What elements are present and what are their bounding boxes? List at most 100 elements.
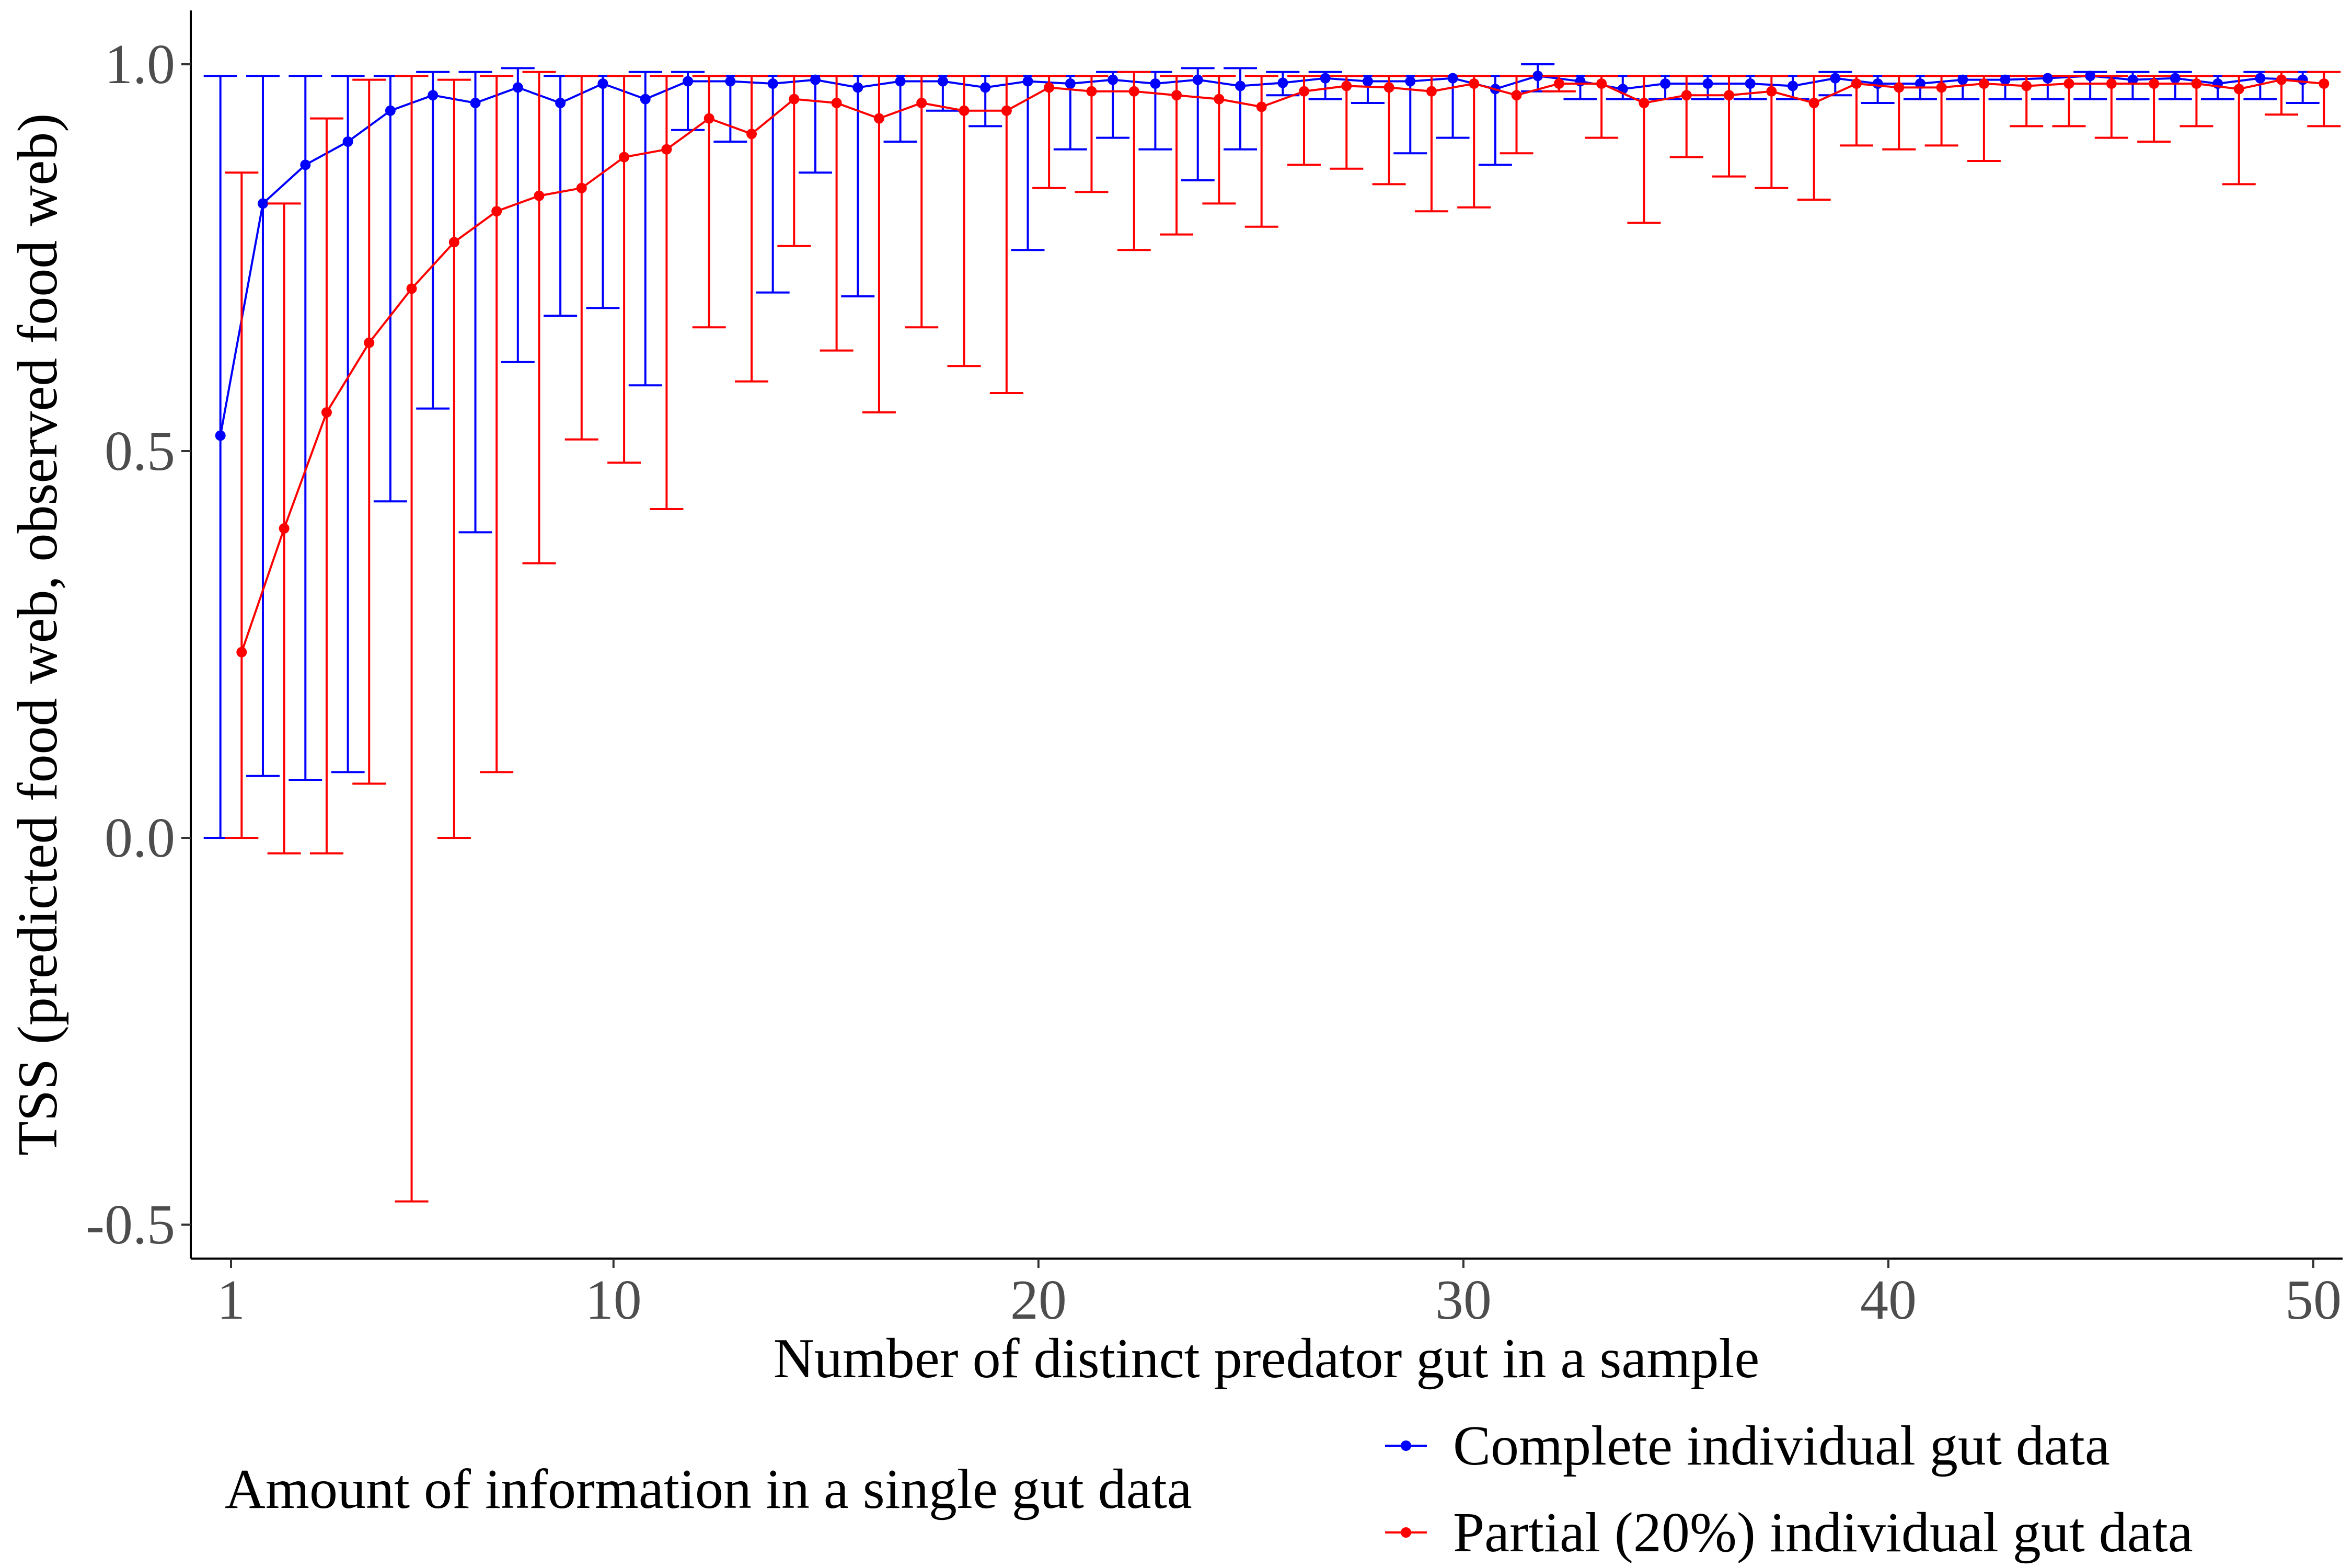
error-bar [309,117,343,855]
data-point [1978,78,1989,89]
legend-label: Complete individual gut data [1453,1415,2110,1477]
data-point [937,76,948,87]
legend-key: Partial (20%) individual gut data [1385,1502,2193,1564]
error-bar [947,75,981,367]
data-point [428,90,439,101]
error-bar [501,67,535,363]
data-point [1681,90,1692,101]
x-tick-label: 50 [2285,1269,2342,1331]
data-point [1851,78,1862,89]
data-point [2000,74,2011,85]
data-point [2233,84,2244,95]
data-point [1469,78,1480,89]
data-point [597,78,608,89]
data-point [342,136,353,147]
data-point [1192,74,1203,85]
data-point [1894,82,1905,93]
error-bar [1797,75,1831,201]
data-point [448,237,459,248]
data-point [470,98,481,108]
data-point [2255,73,2266,84]
legend: Amount of information in a single gut da… [225,1415,2193,1564]
error-bar [246,75,280,777]
error-bar [289,75,322,781]
error-bar [352,78,386,785]
error-bar [1372,75,1406,186]
data-point [1936,82,1947,93]
data-point [916,98,927,108]
data-point [2149,78,2160,89]
data-point [1808,98,1819,108]
error-bar [586,75,620,309]
data-point [725,76,736,87]
data-point [1150,78,1161,89]
error-bar [437,78,471,839]
data-point [1511,90,1522,101]
error-bar [373,75,407,503]
data-point [767,78,778,89]
data-point [406,283,417,294]
data-point [534,190,545,201]
error-bar [1032,75,1066,189]
data-point [873,113,884,124]
data-point [831,98,842,108]
y-axis-title: TSS (predicted food web, observed food w… [7,113,69,1156]
error-bar [1224,67,1258,151]
data-point [895,76,906,87]
error-bar [1330,75,1364,170]
series-line [240,78,2324,653]
error-bar [735,75,768,383]
x-tick-label: 20 [1010,1269,1067,1331]
data-point [1724,90,1735,101]
data-point [2085,71,2096,82]
data-point [1957,74,1968,85]
data-point [1660,78,1671,89]
error-bar [989,75,1023,394]
data-point [1108,74,1119,85]
error-bar [331,75,365,774]
data-point [1001,105,1012,116]
y-tick-label: 0.0 [105,807,175,869]
data-point [683,76,694,87]
error-bar [1500,75,1534,155]
legend-label: Partial (20%) individual gut data [1453,1502,2193,1564]
data-point [640,94,651,105]
error-bar [203,75,237,839]
y-tick-label: -0.5 [86,1194,175,1256]
error-bar [905,75,939,329]
error-bar [798,75,832,174]
y-axis-ticks: -0.5 0.0 0.5 1.0 [86,33,191,1256]
legend-dot [1401,1527,1411,1538]
data-point [1383,82,1394,93]
error-bar [1414,75,1448,213]
x-tick-label: 30 [1435,1269,1492,1331]
error-bar [1181,67,1215,181]
data-point [810,74,821,85]
data-point [2319,78,2330,89]
data-point [2276,74,2287,85]
data-point [576,182,587,193]
data-point [257,198,268,209]
error-bar [1244,75,1278,228]
data-point [2021,80,2032,91]
data-point [1915,78,1926,89]
data-point [1128,86,1139,97]
error-bar [416,71,450,410]
data-point [2063,78,2074,89]
error-bar [1160,75,1194,236]
data-point [1745,78,1756,89]
x-tick-label: 10 [585,1269,642,1331]
data-point [789,94,800,105]
data-point [1426,86,1437,97]
error-bar [395,75,429,1203]
data-point [2170,73,2181,84]
data-point [1320,73,1331,84]
data-point [1872,78,1883,89]
x-axis-ticks: 1 10 20 30 40 50 [217,1259,2342,1331]
x-tick-label: 40 [1860,1269,1917,1331]
error-bar [564,75,598,441]
data-point [980,82,991,93]
data-point [2106,78,2117,89]
data-point [512,82,523,93]
